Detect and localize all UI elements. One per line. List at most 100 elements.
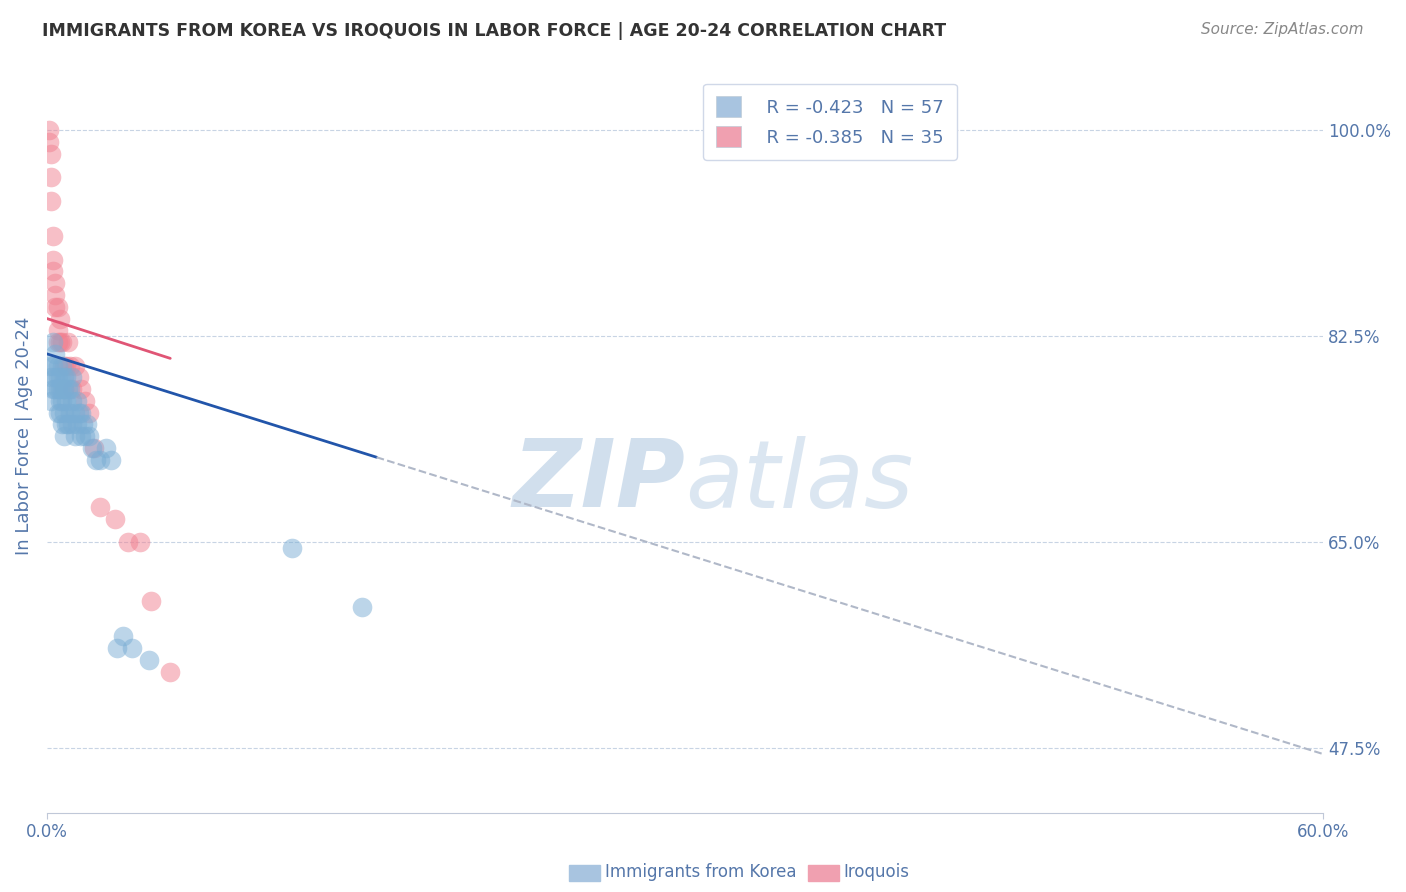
Legend:   R = -0.423   N = 57,   R = -0.385   N = 35: R = -0.423 N = 57, R = -0.385 N = 35 — [703, 84, 956, 160]
Point — [129, 535, 152, 549]
Text: atlas: atlas — [685, 436, 914, 527]
Point — [44, 370, 66, 384]
Point — [55, 393, 77, 408]
Point — [79, 406, 101, 420]
Point — [48, 406, 70, 420]
Point — [42, 335, 65, 350]
Point — [62, 417, 84, 432]
Point — [70, 429, 93, 443]
Point — [56, 335, 79, 350]
Point — [70, 382, 93, 396]
Point — [75, 429, 97, 443]
Point — [42, 264, 65, 278]
Point — [51, 417, 73, 432]
Text: Immigrants from Korea: Immigrants from Korea — [605, 863, 796, 881]
Point — [42, 359, 65, 373]
Point — [112, 629, 135, 643]
Point — [39, 194, 62, 208]
Point — [138, 653, 160, 667]
Point — [48, 335, 70, 350]
Point — [62, 382, 84, 396]
Point — [52, 429, 75, 443]
Point — [159, 665, 181, 679]
Point — [48, 382, 70, 396]
Point — [117, 535, 139, 549]
Point — [56, 417, 79, 432]
Point — [52, 382, 75, 396]
Point — [51, 359, 73, 373]
Point — [39, 170, 62, 185]
Point — [59, 406, 82, 420]
Text: ZIP: ZIP — [512, 435, 685, 527]
Point — [55, 417, 77, 432]
Point — [59, 382, 82, 396]
Point — [48, 393, 70, 408]
Point — [39, 393, 62, 408]
Y-axis label: In Labor Force | Age 20-24: In Labor Force | Age 20-24 — [15, 317, 32, 556]
Point — [75, 393, 97, 408]
Point — [63, 406, 86, 420]
Point — [46, 323, 69, 337]
Point — [100, 452, 122, 467]
Point — [66, 393, 89, 408]
Point — [42, 252, 65, 267]
Point — [38, 359, 60, 373]
Point — [44, 288, 66, 302]
Point — [44, 277, 66, 291]
Point — [51, 382, 73, 396]
Point — [39, 370, 62, 384]
Point — [38, 135, 60, 149]
Point — [48, 370, 70, 384]
Point — [79, 429, 101, 443]
Point — [83, 441, 105, 455]
Point — [139, 594, 162, 608]
Point — [72, 417, 94, 432]
Point — [84, 452, 107, 467]
Point — [80, 441, 103, 455]
Point — [46, 382, 69, 396]
Text: IMMIGRANTS FROM KOREA VS IROQUOIS IN LABOR FORCE | AGE 20-24 CORRELATION CHART: IMMIGRANTS FROM KOREA VS IROQUOIS IN LAB… — [42, 22, 946, 40]
Text: Iroquois: Iroquois — [844, 863, 910, 881]
Point — [52, 382, 75, 396]
Point — [104, 511, 127, 525]
Point — [67, 370, 90, 384]
Point — [55, 359, 77, 373]
Point — [51, 335, 73, 350]
Point — [42, 229, 65, 244]
Point — [89, 452, 111, 467]
Point — [96, 441, 118, 455]
Point — [121, 641, 143, 656]
Point — [46, 359, 69, 373]
Point — [52, 406, 75, 420]
Point — [350, 599, 373, 614]
Point — [48, 311, 70, 326]
Point — [52, 370, 75, 384]
Point — [280, 541, 302, 555]
Point — [44, 347, 66, 361]
Point — [70, 406, 93, 420]
Point — [59, 359, 82, 373]
Point — [39, 146, 62, 161]
Point — [55, 370, 77, 384]
Point — [46, 300, 69, 314]
Point — [62, 370, 84, 384]
Point — [42, 382, 65, 396]
Point — [63, 429, 86, 443]
Point — [76, 417, 98, 432]
Point — [38, 123, 60, 137]
Point — [51, 393, 73, 408]
Point — [63, 359, 86, 373]
Point — [52, 359, 75, 373]
Point — [44, 382, 66, 396]
Point — [44, 300, 66, 314]
Point — [62, 393, 84, 408]
Point — [56, 382, 79, 396]
Point — [105, 641, 128, 656]
Point — [46, 406, 69, 420]
Point — [46, 335, 69, 350]
Point — [66, 417, 89, 432]
Point — [67, 406, 90, 420]
Point — [46, 370, 69, 384]
Point — [89, 500, 111, 514]
Text: Source: ZipAtlas.com: Source: ZipAtlas.com — [1201, 22, 1364, 37]
